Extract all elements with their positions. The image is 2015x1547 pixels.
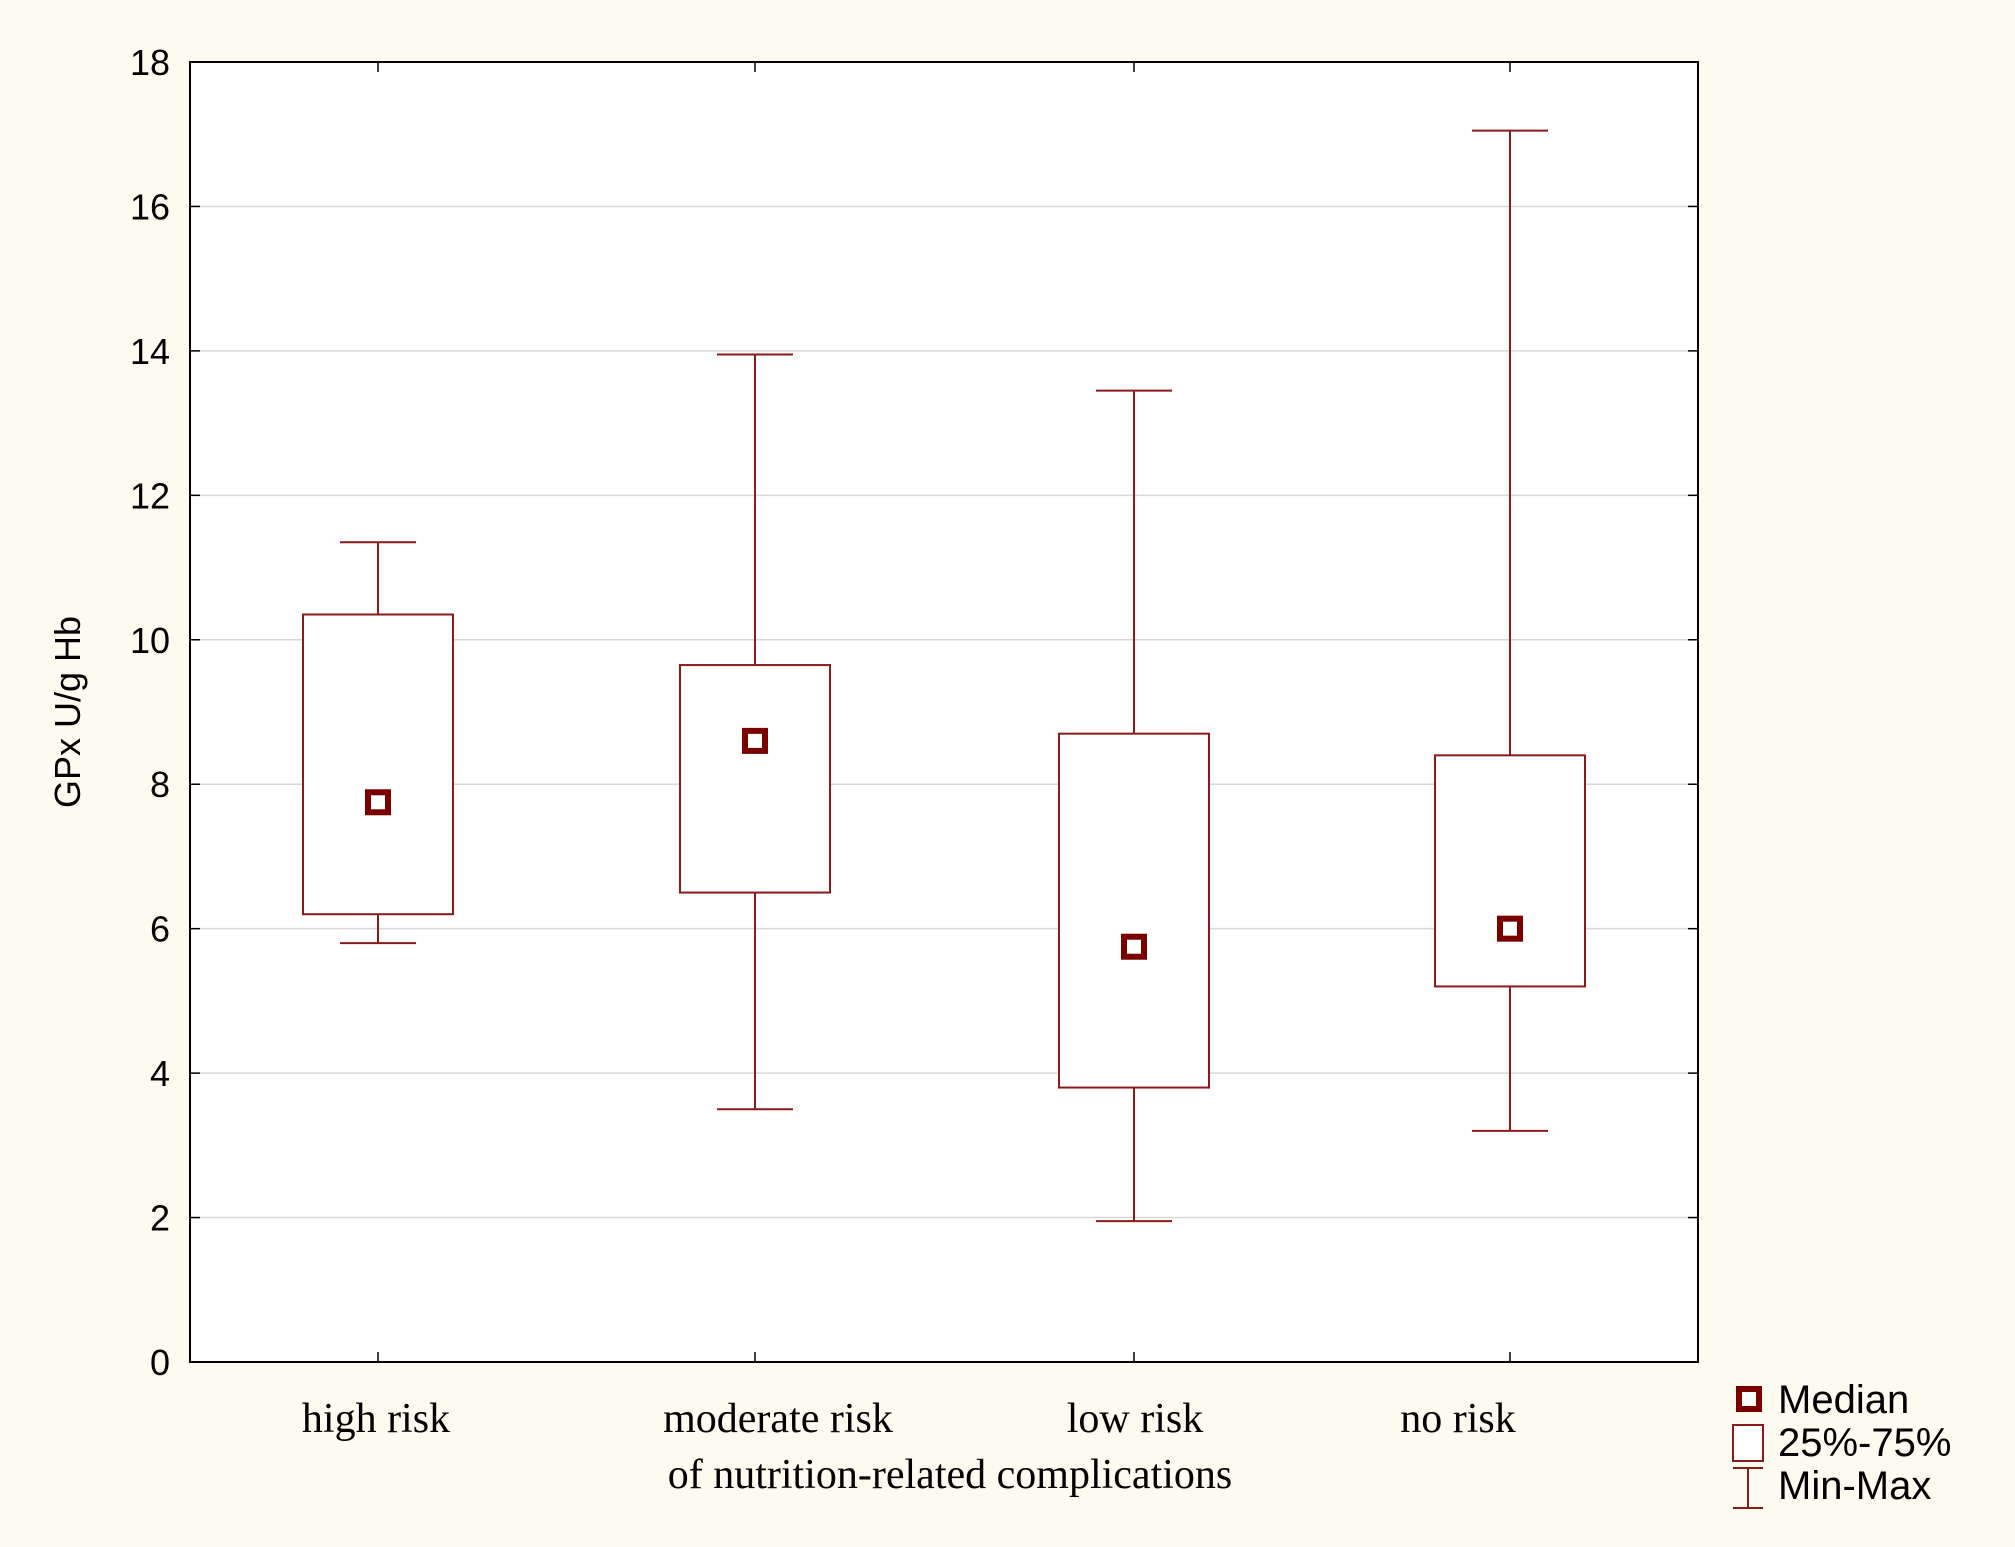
y-tick-label: 12: [130, 475, 170, 516]
y-tick-label: 2: [150, 1198, 170, 1239]
x-category-label: no risk: [1400, 1396, 1516, 1442]
median-marker: [1497, 915, 1523, 942]
y-axis-label: GPx U/g Hb: [47, 616, 88, 808]
y-tick-label: 16: [130, 186, 170, 227]
legend-box-label: 25%-75%: [1778, 1421, 1951, 1465]
x-category-label: moderate risk: [663, 1396, 893, 1442]
legend-box-symbol: [1732, 1424, 1764, 1462]
y-tick-label: 14: [130, 331, 170, 372]
y-tick-label: 18: [130, 42, 170, 83]
y-tick-label: 4: [150, 1053, 170, 1094]
median-marker: [1121, 933, 1147, 960]
median-marker: [742, 727, 768, 754]
iqr-box: [679, 664, 831, 894]
legend-median-label: Median: [1778, 1378, 1909, 1422]
y-tick-label: 6: [150, 909, 170, 950]
x-axis-label: of nutrition-related complications: [668, 1452, 1233, 1498]
x-category-label: high risk: [302, 1396, 450, 1442]
iqr-box: [1434, 754, 1586, 988]
y-tick-label: 0: [150, 1342, 170, 1383]
iqr-box: [1058, 732, 1210, 1089]
y-tick-label: 10: [130, 620, 170, 661]
y-tick-label: 8: [150, 764, 170, 805]
x-category-label: low risk: [1067, 1396, 1204, 1442]
plot-frame: [189, 61, 1699, 1363]
iqr-box: [302, 613, 454, 916]
legend-median-symbol: [1736, 1386, 1762, 1412]
median-marker: [365, 789, 391, 816]
legend-whisker-label: Min-Max: [1778, 1464, 1931, 1508]
